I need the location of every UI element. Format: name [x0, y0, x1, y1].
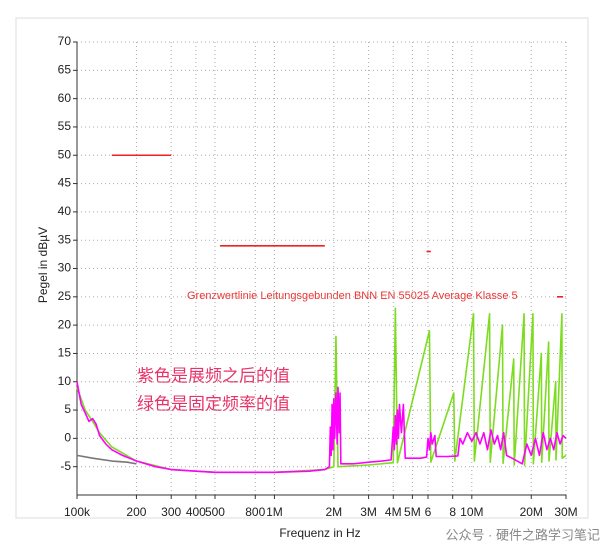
note: 紫色是展频之后的值: [137, 366, 290, 385]
x-tick-label: 400: [186, 505, 206, 519]
x-tick-label: 100k: [64, 505, 91, 519]
y-tick-label: 25: [58, 289, 72, 303]
y-tick-label: -5: [60, 459, 71, 473]
y-tick-label: 10: [58, 374, 72, 388]
y-tick-label: 5: [64, 402, 71, 416]
y-tick-label: 40: [58, 204, 72, 218]
x-tick-label: 300: [161, 505, 181, 519]
x-axis-label: Frequenz in Hz: [279, 526, 360, 540]
x-tick-label: 500: [205, 505, 225, 519]
x-tick-label: 30M: [554, 505, 577, 519]
x-tick-label: 4M: [385, 505, 402, 519]
x-tick-label: 6: [425, 505, 432, 519]
y-tick-label: 0: [64, 431, 71, 445]
x-tick-label: 200: [126, 505, 146, 519]
x-tick-label: 8: [449, 505, 456, 519]
y-tick-label: 60: [58, 91, 72, 105]
x-tick-label: 10M: [460, 505, 483, 519]
note: 绿色是固定频率的值: [137, 394, 290, 413]
x-tick-label: 5M: [404, 505, 421, 519]
y-tick-label: 55: [58, 119, 72, 133]
y-tick-label: 35: [58, 232, 72, 246]
watermark: 公众号 · 硬件之路学习笔记: [445, 527, 600, 542]
y-tick-label: 45: [58, 176, 72, 190]
x-tick-label: 800: [245, 505, 265, 519]
x-tick-label: 3M: [360, 505, 377, 519]
limit-annotation: Grenzwertlinie Leitungsgebunden BNN EN 5…: [187, 290, 518, 302]
y-tick-label: 65: [58, 62, 72, 76]
y-tick-label: 30: [58, 261, 72, 275]
y-tick-label: 20: [58, 317, 72, 331]
y-axis-label: Pegel in dBµV: [36, 227, 50, 303]
x-tick-label: 1M: [266, 505, 283, 519]
y-tick-label: 70: [58, 34, 72, 48]
x-tick-label: 20M: [520, 505, 543, 519]
y-tick-label: 15: [58, 346, 72, 360]
frame: [15, 17, 589, 519]
trace: [76, 454, 137, 465]
trace: [76, 307, 567, 474]
x-tick-label: 2M: [325, 505, 342, 519]
y-tick-label: 50: [58, 147, 72, 161]
trace: [76, 381, 567, 474]
